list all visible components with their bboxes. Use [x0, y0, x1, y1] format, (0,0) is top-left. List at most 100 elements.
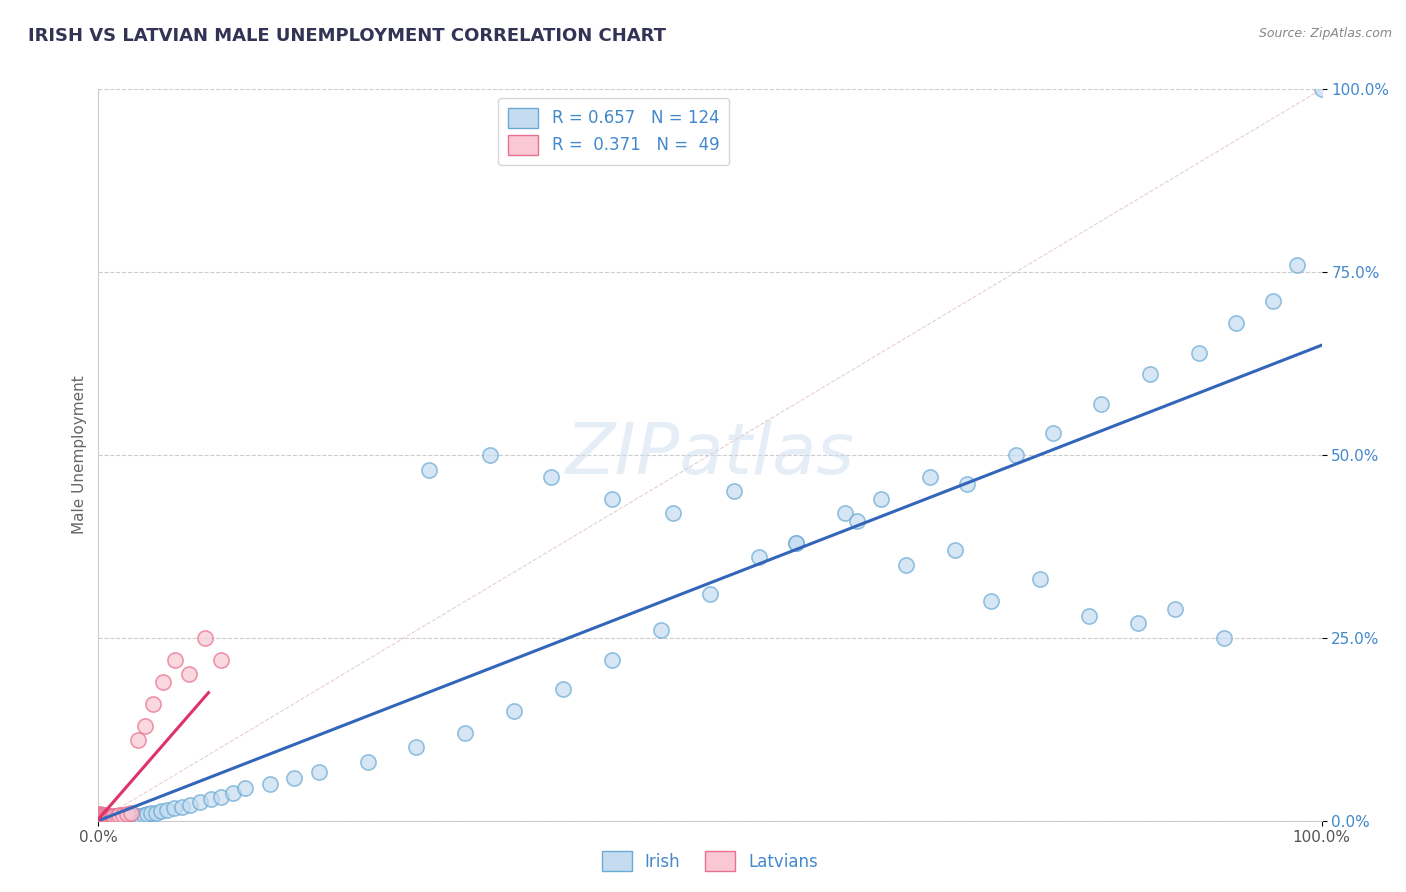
Point	[132, 807, 155, 822]
Point	[1128, 616, 1150, 631]
Point	[111, 811, 134, 825]
Point	[152, 674, 174, 689]
Point	[1139, 368, 1161, 382]
Point	[91, 812, 114, 826]
Point	[454, 726, 477, 740]
Point	[93, 811, 115, 825]
Legend: Irish, Latvians: Irish, Latvians	[595, 845, 825, 878]
Point	[89, 810, 111, 824]
Point	[405, 740, 427, 755]
Point	[91, 810, 114, 824]
Point	[650, 624, 672, 638]
Point	[139, 806, 162, 821]
Point	[87, 810, 110, 824]
Point	[97, 811, 120, 825]
Point	[89, 813, 111, 827]
Point	[1212, 631, 1234, 645]
Point	[114, 811, 136, 825]
Point	[145, 805, 167, 820]
Point	[91, 813, 114, 827]
Point	[894, 558, 917, 572]
Point	[98, 812, 121, 826]
Point	[943, 543, 966, 558]
Point	[101, 812, 124, 826]
Point	[1004, 448, 1026, 462]
Point	[1078, 608, 1101, 623]
Text: Source: ZipAtlas.com: Source: ZipAtlas.com	[1258, 27, 1392, 40]
Point	[89, 810, 111, 824]
Point	[179, 797, 201, 812]
Point	[97, 808, 120, 822]
Point	[93, 812, 115, 826]
Point	[91, 812, 114, 826]
Point	[97, 812, 120, 826]
Text: ZIPatlas: ZIPatlas	[565, 420, 855, 490]
Point	[100, 813, 122, 827]
Point	[94, 812, 117, 826]
Point	[103, 809, 125, 823]
Point	[785, 535, 807, 549]
Point	[89, 807, 111, 822]
Point	[103, 812, 125, 826]
Point	[91, 811, 114, 825]
Point	[105, 812, 128, 826]
Point	[94, 811, 117, 825]
Point	[107, 812, 129, 826]
Point	[97, 812, 120, 826]
Point	[120, 806, 142, 821]
Point	[115, 810, 138, 824]
Point	[200, 792, 222, 806]
Y-axis label: Male Unemployment: Male Unemployment	[72, 376, 87, 534]
Point	[90, 812, 112, 826]
Point	[553, 681, 575, 696]
Point	[96, 813, 118, 827]
Point	[91, 812, 114, 826]
Point	[91, 812, 114, 826]
Point	[93, 809, 115, 823]
Point	[1029, 572, 1052, 586]
Point	[108, 812, 131, 826]
Point	[122, 809, 145, 823]
Point	[96, 812, 118, 826]
Point	[870, 491, 893, 506]
Point	[87, 810, 110, 824]
Point	[96, 808, 118, 822]
Point	[834, 507, 856, 521]
Point	[956, 477, 979, 491]
Point	[1261, 294, 1284, 309]
Point	[156, 803, 179, 817]
Point	[723, 484, 745, 499]
Point	[108, 807, 131, 822]
Point	[89, 808, 111, 822]
Point	[105, 808, 128, 822]
Point	[209, 789, 232, 804]
Point	[87, 813, 110, 827]
Point	[1225, 316, 1247, 330]
Point	[96, 811, 118, 825]
Point	[259, 777, 281, 791]
Point	[87, 814, 110, 828]
Point	[127, 733, 149, 747]
Point	[1188, 345, 1211, 359]
Point	[93, 810, 115, 824]
Point	[149, 804, 172, 818]
Point	[165, 653, 187, 667]
Point	[97, 813, 120, 827]
Point	[100, 812, 122, 826]
Point	[89, 812, 111, 826]
Point	[91, 812, 114, 826]
Point	[91, 808, 114, 822]
Point	[283, 771, 305, 785]
Point	[87, 807, 110, 822]
Point	[980, 594, 1002, 608]
Point	[91, 810, 114, 824]
Point	[100, 812, 122, 826]
Point	[478, 448, 501, 462]
Point	[90, 810, 112, 824]
Point	[89, 812, 111, 826]
Point	[101, 813, 124, 827]
Point	[89, 811, 111, 825]
Point	[94, 811, 117, 825]
Point	[845, 514, 868, 528]
Point	[94, 813, 117, 827]
